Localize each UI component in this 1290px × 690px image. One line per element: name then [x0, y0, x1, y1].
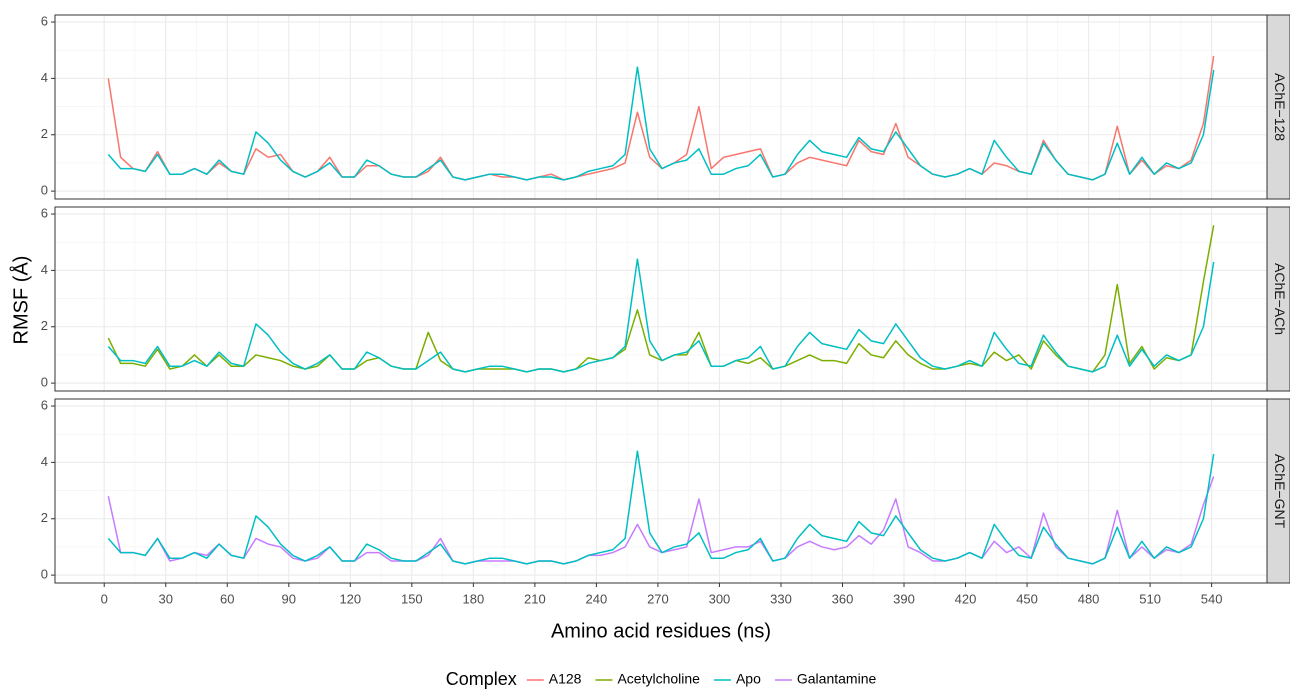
strip-label: AChE−128 — [1272, 73, 1288, 141]
series-line — [107, 450, 1215, 565]
y-tick-label: 4 — [41, 454, 48, 469]
y-tick-label: 2 — [41, 318, 48, 333]
x-tick-label: 450 — [1016, 591, 1038, 606]
legend-label: A128 — [549, 671, 582, 687]
legend: Complex A128 Acetylcholine Apo Galantamine — [446, 669, 877, 689]
y-tick-label: 2 — [41, 510, 48, 525]
y-tick-label: 0 — [41, 375, 48, 390]
strip — [1266, 206, 1290, 392]
legend-label: Apo — [736, 671, 761, 687]
strip — [1266, 398, 1290, 584]
y-axis-title: RMSF (Å) — [9, 256, 32, 345]
x-tick-label: 300 — [709, 591, 731, 606]
x-tick-label: 90 — [282, 591, 296, 606]
x-tick-label: 30 — [159, 591, 173, 606]
y-tick-label: 6 — [41, 205, 48, 220]
x-tick-label: 420 — [955, 591, 977, 606]
x-tick-label: 360 — [832, 591, 854, 606]
x-tick-label: 330 — [770, 591, 792, 606]
strip — [1266, 14, 1290, 200]
panel-background — [55, 15, 1267, 199]
legend-label: Galantamine — [797, 671, 877, 687]
strip-label: AChE−ACh — [1272, 263, 1288, 335]
y-tick-label: 4 — [41, 70, 48, 85]
x-tick-label: 120 — [339, 591, 361, 606]
x-tick-label: 210 — [524, 591, 546, 606]
x-axis-title: Amino acid residues (ns) — [551, 620, 771, 642]
x-tick-label: 60 — [220, 591, 234, 606]
y-tick-label: 4 — [41, 262, 48, 277]
x-tick-label: 240 — [586, 591, 608, 606]
x-tick-label: 180 — [463, 591, 485, 606]
x-tick-label: 480 — [1078, 591, 1100, 606]
y-tick-label: 6 — [41, 397, 48, 412]
panel-background — [55, 399, 1267, 583]
x-tick-label: 540 — [1201, 591, 1223, 606]
x-tick-label: 270 — [647, 591, 669, 606]
legend-label: Acetylcholine — [617, 671, 700, 687]
x-tick-label: 0 — [101, 591, 108, 606]
series-line — [107, 258, 1215, 373]
series-line — [107, 66, 1215, 181]
x-tick-label: 390 — [893, 591, 915, 606]
strip-label: AChE−GNT — [1272, 454, 1288, 529]
y-tick-label: 6 — [41, 13, 48, 28]
y-tick-label: 2 — [41, 126, 48, 141]
legend-title: Complex — [446, 669, 517, 689]
x-tick-label: 510 — [1139, 591, 1161, 606]
y-tick-label: 0 — [41, 567, 48, 582]
y-tick-label: 0 — [41, 183, 48, 198]
panel-background — [55, 207, 1267, 391]
x-tick-label: 150 — [401, 591, 423, 606]
